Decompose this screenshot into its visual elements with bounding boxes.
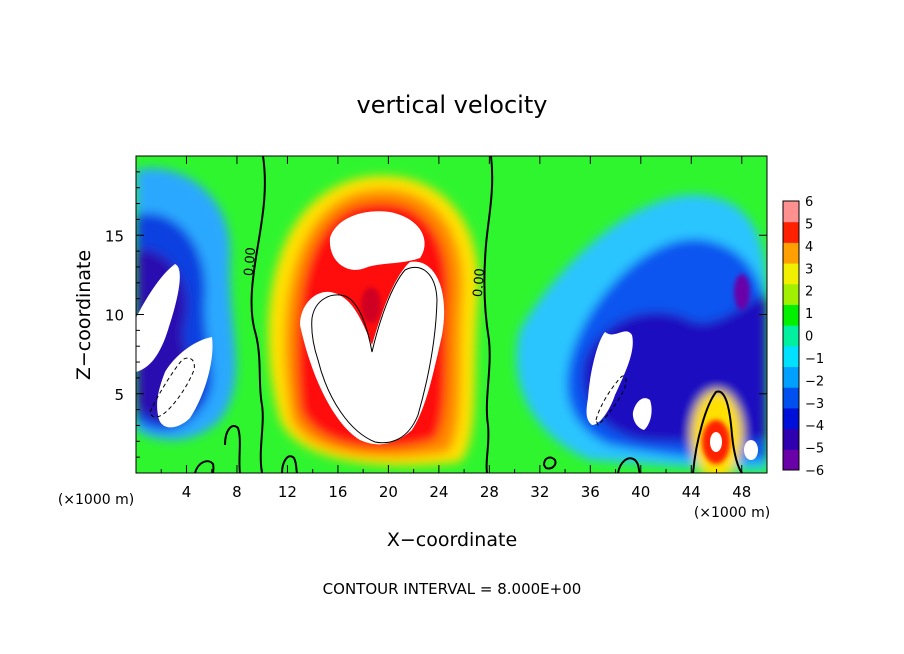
colorbar-tick-label: 3 <box>805 262 813 277</box>
colorbar-bin <box>783 221 799 243</box>
colorbar-bin <box>783 428 799 450</box>
contour-bottom-small-2 <box>194 460 215 473</box>
y-tick-label: 10 <box>105 307 124 325</box>
zero-contour-right <box>483 156 494 473</box>
saturated-left-upper <box>136 264 180 372</box>
colorbar-tick-label: 0 <box>805 330 813 345</box>
saturated-right-small <box>632 398 652 430</box>
x-axis: 4 8 12 16 20 24 28 32 36 40 44 48 <box>160 156 751 501</box>
contour-bottom-small-1 <box>224 425 241 473</box>
colorbar-bin <box>783 366 799 388</box>
colorbar-bin <box>783 387 799 409</box>
colorbar-tick-label: −3 <box>805 397 824 412</box>
x-unit-label-left: (×1000 m) <box>58 492 134 508</box>
colorbar-bin <box>783 263 799 285</box>
x-tick-label: 16 <box>328 483 347 501</box>
updraft-core-spot <box>361 287 381 323</box>
contour-bottom-small-3 <box>281 455 298 473</box>
contour-bottom-small-4 <box>617 457 641 473</box>
x-tick-label: 36 <box>581 483 600 501</box>
x-tick-label: 28 <box>480 483 499 501</box>
contour-updraft-right <box>692 390 743 473</box>
x-tick-label: 32 <box>530 483 549 501</box>
contour-labels: 0.00 0.00 <box>242 247 488 298</box>
downdraft-right-spot <box>734 274 750 310</box>
x-tick-label: 20 <box>379 483 398 501</box>
saturated-right <box>586 331 633 425</box>
y-axis: 5 10 15 <box>105 171 767 458</box>
colorbar-tick-label: 1 <box>805 307 813 322</box>
x-tick-label: 48 <box>732 483 751 501</box>
y-tick-label: 5 <box>114 386 124 404</box>
colorbar-bin <box>783 201 799 223</box>
contour-right-dashed <box>595 375 627 426</box>
saturated-central-top <box>329 211 425 270</box>
colorbar-tick-label: −4 <box>805 419 824 434</box>
heatmap-field: 0.00 0.00 <box>136 156 767 473</box>
x-tick-label: 8 <box>232 483 242 501</box>
colorbar-bin <box>783 283 799 305</box>
colorbar-tick-label: 2 <box>805 285 813 300</box>
contour-central-plus <box>311 266 438 444</box>
colorbar-tick-label: −5 <box>805 442 824 457</box>
contour-interval-footer: CONTOUR INTERVAL = 8.000E+00 <box>323 580 582 598</box>
colorbar-bin <box>783 449 799 471</box>
x-tick-label: 4 <box>182 483 192 501</box>
contour-left-dashed <box>149 357 195 418</box>
colorbar: 6 5 4 3 2 1 0 −1 −2 −3 −4 −5 −6 <box>782 195 824 479</box>
colorbar-tick-label: −1 <box>805 352 824 367</box>
saturated-bottom-right <box>744 440 758 460</box>
colorbar-tick-label: −6 <box>805 464 824 479</box>
x-tick-label: 12 <box>278 483 297 501</box>
chart-title: vertical velocity <box>357 91 548 119</box>
zero-contour-left <box>250 156 266 473</box>
saturated-updraft-core <box>710 432 722 452</box>
x-axis-label: X−coordinate <box>387 529 517 551</box>
y-tick-label: 15 <box>105 227 124 245</box>
colorbar-bin <box>783 304 799 326</box>
colorbar-tick-label: 5 <box>805 217 813 232</box>
colorbar-tick-label: 6 <box>805 195 813 210</box>
saturated-left-lower <box>157 337 213 428</box>
x-tick-label: 24 <box>429 483 448 501</box>
y-axis-label: Z−coordinate <box>73 250 95 380</box>
colorbar-bin <box>783 407 799 430</box>
colorbar-tick-label: 4 <box>805 240 813 255</box>
contour-lines <box>149 156 743 473</box>
contour-label-zero-left: 0.00 <box>242 247 259 277</box>
colorbar-bin <box>783 242 799 264</box>
saturated-central-main <box>300 261 445 445</box>
x-tick-label: 40 <box>631 483 650 501</box>
contour-bottom-small-5 <box>542 456 557 470</box>
colorbar-tick-label: −2 <box>805 374 824 389</box>
x-unit-label-right: (×1000 m) <box>694 505 770 521</box>
colorbar-frame <box>782 200 800 471</box>
x-tick-label: 44 <box>682 483 701 501</box>
contour-label-zero-right: 0.00 <box>471 268 488 298</box>
colorbar-bin <box>783 325 799 347</box>
colorbar-bin <box>783 345 799 368</box>
